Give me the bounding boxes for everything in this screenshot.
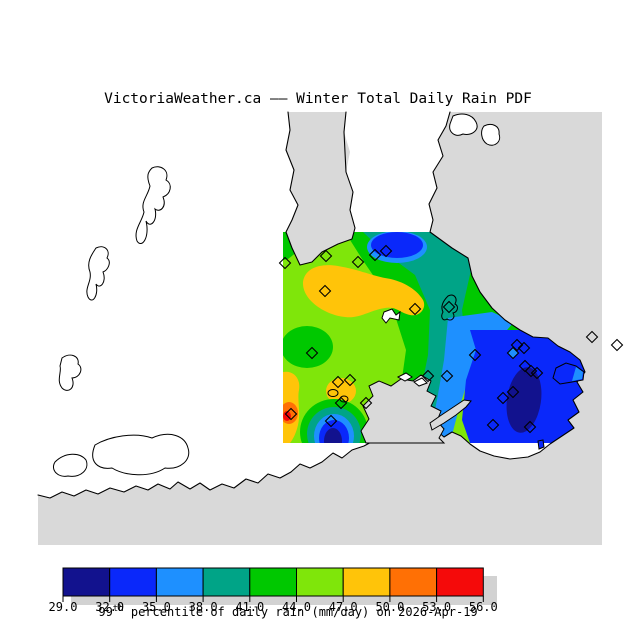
colorbar-tick-label: 38.0 [189,600,218,614]
colorbar-segment-1 [109,567,157,597]
lake-small-1 [327,389,339,397]
station-diamond [379,244,393,258]
colorbar-tick-label: 32.0 [95,600,124,614]
station-diamond [324,414,338,428]
water-straits [38,112,602,545]
colorbar-tick-label: 50.0 [375,600,404,614]
station-diamond [351,255,365,269]
station-diamond [278,256,292,270]
colorbar-tick-label: 35.0 [142,600,171,614]
caption-superscript: th [113,604,124,614]
land-sooke-1 [92,433,190,476]
colorbar-segment-8 [436,567,484,597]
station-diamond [343,373,357,387]
islet-harbour-2 [413,377,428,387]
station-diamond [518,359,532,373]
lake-in-gold [381,308,401,324]
colorbar-tick-label: 29.0 [49,600,78,614]
station-diamond [284,407,298,421]
contour-gold-kidney [302,265,425,318]
water-esquimalt-harbour [360,374,446,444]
colorbar-caption: 99th percentile of daily rain (mm/day) o… [98,604,477,619]
colorbar-segment-0 [62,567,111,597]
colorbar-segment-6 [342,567,391,597]
chart-title: VictoriaWeather.ca —— Winter Total Daily… [104,91,532,107]
station-diamond [510,338,524,352]
station-diamond [530,366,544,380]
island-north-1 [449,113,478,136]
colorbar-tick-label: 41.0 [235,600,264,614]
station-diamond [506,385,520,399]
peninsula-navy-core [506,367,542,433]
station-diamond [506,346,520,360]
land-sooke-2 [53,453,88,477]
coastline-main [37,111,586,499]
island-north-2 [481,123,501,146]
station-diamond [610,338,624,352]
colorbar-tick-label: 47.0 [329,600,358,614]
water-victoria-harbour [429,399,472,431]
station-diamond [468,348,482,362]
colorbar-segment-5 [296,567,344,597]
station-diamond [523,420,537,434]
lake-elk-outline [441,294,458,321]
station-diamond [496,391,510,405]
colorbar-segment-7 [389,567,438,597]
colorbar [62,567,484,597]
contour-blue-top [371,232,423,258]
colorbar-tick-labels: 29.0 32.0 35.0 38.0 41.0 44.0 47.0 50.0 53.0 56.0 [49,600,498,614]
colorbar-segment-4 [249,567,298,597]
colorbar-tick-label: 56.0 [469,600,498,614]
water-saanich-inlet [286,112,355,265]
station-diamond [486,418,500,432]
caption-rest: percentile of daily rain (mm/day) on 202… [124,605,478,619]
station-diamond [305,346,319,360]
colorbar-ticks [62,596,484,602]
station-diamond [408,302,422,316]
lake-west-1 [135,166,171,244]
colorbar-tick-label: 44.0 [282,600,311,614]
colorbar-tick-label: 53.0 [422,600,451,614]
station-diamond [359,396,373,410]
station-diamond [368,248,382,262]
station-markers [278,244,624,434]
colorbar-segment-3 [202,567,251,597]
station-diamond [319,249,333,263]
lake-west-2 [86,246,110,301]
station-diamond [585,330,599,344]
coastline-inlet [285,111,356,266]
station-diamond [318,284,332,298]
station-diamond [517,341,531,355]
contour-green-blob [283,326,333,368]
island-discovery-dodger [572,367,583,381]
island-tiny-south [537,439,545,450]
station-diamond [442,300,456,314]
contour-teal-band [363,232,488,443]
station-diamond [421,369,435,383]
caption-number: 99 [98,605,112,619]
islet-harbour-1 [396,372,413,382]
station-diamond [331,375,345,389]
station-diamond [440,369,454,383]
colorbar-segment-2 [155,567,204,597]
bullseye-navy [324,428,342,443]
station-diamond [334,396,348,410]
lake-west-3 [58,354,82,391]
